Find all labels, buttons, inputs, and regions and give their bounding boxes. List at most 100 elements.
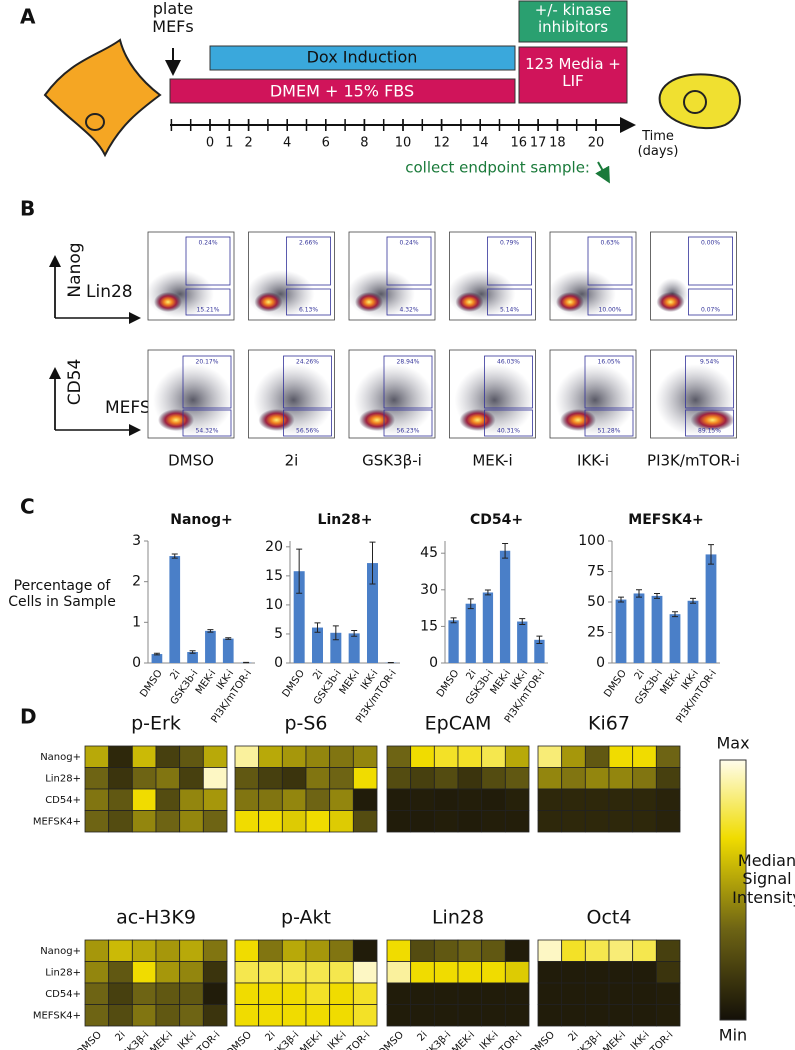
heatmap-cell [481,1004,506,1027]
heatmap-title: EpCAM [425,713,492,735]
gate [383,355,433,409]
gate-percent: 24.26% [296,359,319,366]
heatmap-cell [561,810,586,833]
heatmap-cell [504,982,530,1005]
heatmap-title: p-Akt [281,907,331,929]
heatmap-cell [281,961,307,984]
gate [584,355,634,409]
heatmap-cell [234,961,260,984]
x-tick-label: DMSO [435,668,462,699]
column-label: MEK-i [148,1029,175,1050]
heatmap-cell [537,767,563,790]
event-density [690,409,735,431]
heatmap-cell [329,1004,354,1027]
y-tick-label: 15 [265,568,283,584]
heatmap-cell [481,745,506,768]
heatmap-cell [155,745,181,768]
heatmap-cell [655,961,681,984]
y-tick-label: 75 [587,564,605,580]
endpoint-arrow [595,161,610,184]
heatmap-cell [352,745,378,768]
error-bar [225,637,232,640]
heatmap-cell [504,767,530,790]
heatmap-cell [281,745,307,768]
column-label: 2i [114,1029,128,1043]
heatmap-cell [352,939,378,962]
heatmap-cell [258,982,283,1005]
heatmap-cell [329,745,354,768]
event-density [656,292,685,312]
bar [348,633,360,663]
chart-title: Lin28+ [318,512,373,528]
gate [487,236,532,286]
heatmap-cell [84,745,110,768]
colorbar-title: Median Signal Intensity [732,851,795,907]
bar [293,571,305,663]
event-density [154,292,182,312]
heatmap-cell [234,788,260,811]
heatmap-cell [179,961,204,984]
bar [482,592,494,663]
heatmap-cell [537,788,563,811]
tick-label: 1 [225,136,233,151]
gate [286,236,331,286]
sample-label: PI3K/mTOR-i [647,452,740,470]
heatmap-cell [281,767,307,790]
y-tick-label: 10 [265,597,283,613]
media-label: DMEM + 15% FBS [270,82,414,101]
column-label: 2i [416,1029,430,1043]
heatmap-cell [202,767,228,790]
heatmap-cell [386,961,412,984]
heatmap-cell [179,1004,204,1027]
heatmap-cell [481,982,506,1005]
heatmap-cell [433,939,459,962]
heatmap-cell [608,810,634,833]
bar [534,639,545,663]
gate-percent: 0.24% [198,240,217,247]
gate-percent: 10.00% [599,307,622,314]
heatmap-cell [305,939,331,962]
x-tick-label: 2i [311,668,325,682]
heatmap-cell [108,767,133,790]
heatmap-cell [655,982,681,1005]
heatmap-cell [179,767,204,790]
bar [465,603,476,663]
gate-percent: 40.31% [497,428,520,435]
heatmap-cell [481,939,506,962]
tick-label: 16 [511,136,528,151]
heatmap-cell [504,961,530,984]
error-bar [484,589,491,596]
tick-label: 14 [472,136,489,151]
heatmap-cell [457,767,483,790]
bar [367,563,378,663]
heatmap-cell [108,788,133,811]
heatmap-cell [84,810,110,833]
gate [182,409,232,437]
tick-label: 8 [360,136,368,151]
gate [386,236,432,286]
event-density [459,409,496,431]
heatmap-cell [584,788,610,811]
column-label: 2i [264,1029,278,1043]
x-tick-label: MEK-i [659,668,683,696]
error-bar [708,544,714,565]
heatmap-cell [352,810,378,833]
heatmap-cell [433,982,459,1005]
gate-percent: 6.13% [299,307,318,314]
y-tick-label: 0 [429,655,438,671]
heatmap-cell [234,1004,260,1027]
heatmap-cell [457,982,483,1005]
ips-cell [658,73,741,130]
heatmap-cell [202,1004,228,1027]
fibroblast-cell [43,38,162,158]
chart-title: CD54+ [470,512,523,528]
y-tick-label: 30 [420,582,438,598]
x-tick-label: 2i [464,668,478,682]
column-label: IKK-i [478,1029,501,1050]
heatmap-title: p-Erk [131,713,181,735]
error-bar [690,597,696,604]
heatmap-cell [108,1004,133,1027]
plate-label: plate MEFs [152,0,194,37]
bar [669,614,681,663]
heatmap-cell [655,1004,681,1027]
